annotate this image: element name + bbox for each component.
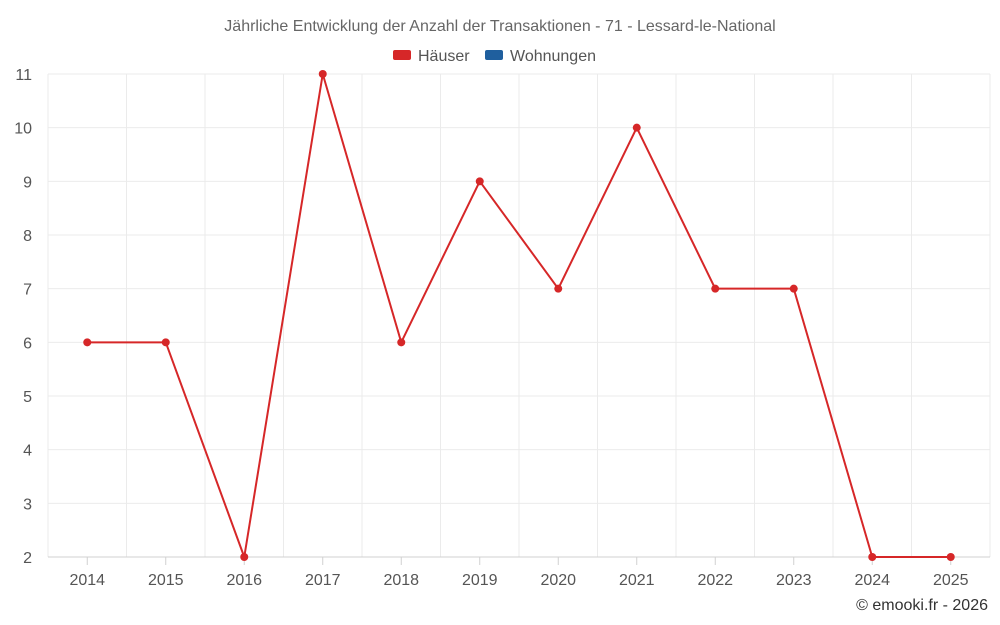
y-tick-label: 3 [23, 496, 32, 513]
legend-swatch-wohnungen[interactable] [485, 50, 503, 60]
series-line-haeuser [87, 73, 951, 558]
y-tick-label: 6 [23, 335, 32, 352]
grid [47, 73, 991, 558]
y-tick-label: 4 [23, 443, 32, 460]
y-tick-label: 2 [23, 550, 32, 567]
x-tick-label: 2016 [226, 572, 262, 589]
y-tick-label: 8 [23, 228, 32, 245]
legend: Häuser Wohnungen [393, 48, 596, 65]
data-point-haeuser[interactable] [789, 284, 798, 293]
x-tick-label: 2015 [148, 572, 184, 589]
x-tick-label: 2017 [305, 572, 341, 589]
data-point-haeuser[interactable] [397, 338, 406, 347]
series-haeuser [83, 70, 955, 561]
x-tick-label: 2025 [933, 572, 969, 589]
y-axis-ticks: 2 3 4 5 6 7 8 9 10 11 [14, 67, 32, 567]
x-tick-label: 2018 [383, 572, 419, 589]
x-tick-label: 2020 [540, 572, 576, 589]
y-tick-label: 9 [23, 174, 32, 191]
data-point-haeuser[interactable] [946, 553, 955, 561]
y-tick-label: 5 [23, 389, 32, 406]
legend-label-wohnungen[interactable]: Wohnungen [510, 48, 596, 65]
data-point-haeuser[interactable] [475, 177, 484, 186]
data-point-haeuser[interactable] [83, 338, 92, 347]
chart-title: Jährliche Entwicklung der Anzahl der Tra… [224, 18, 775, 35]
legend-label-haeuser[interactable]: Häuser [418, 48, 470, 65]
data-point-haeuser[interactable] [240, 553, 249, 561]
y-tick-label: 7 [23, 282, 32, 299]
data-point-haeuser[interactable] [868, 553, 877, 561]
x-tick-label: 2021 [619, 572, 655, 589]
legend-swatch-haeuser[interactable] [393, 50, 411, 60]
x-tick-label: 2024 [854, 572, 890, 589]
data-point-haeuser[interactable] [632, 123, 641, 132]
data-point-haeuser[interactable] [318, 70, 327, 78]
x-tick-label: 2014 [69, 572, 105, 589]
x-axis-ticks: 2014 2015 2016 2017 2018 2019 2020 2021 2022 2023… [69, 557, 969, 589]
x-tick-label: 2023 [776, 572, 812, 589]
y-tick-label: 11 [15, 67, 32, 84]
y-tick-label: 10 [14, 121, 32, 138]
credit-text: © emooki.fr - 2026 [856, 597, 988, 614]
data-point-haeuser[interactable] [554, 284, 563, 293]
x-tick-label: 2022 [697, 572, 733, 589]
data-point-haeuser[interactable] [711, 284, 720, 293]
x-tick-label: 2019 [462, 572, 498, 589]
data-point-haeuser[interactable] [161, 338, 170, 347]
